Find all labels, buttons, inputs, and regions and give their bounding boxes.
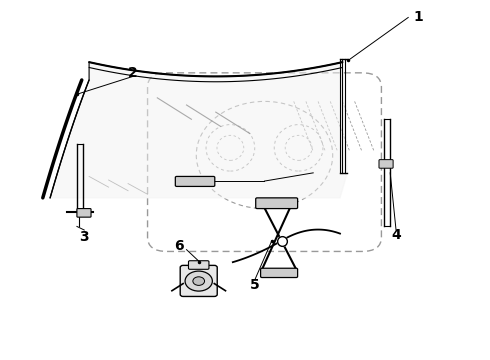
FancyBboxPatch shape [256, 198, 297, 208]
Text: 1: 1 [413, 10, 423, 24]
Polygon shape [50, 62, 347, 198]
FancyBboxPatch shape [189, 261, 209, 269]
FancyBboxPatch shape [180, 265, 217, 296]
Text: 4: 4 [391, 228, 401, 242]
Text: 2: 2 [128, 66, 138, 80]
Text: 3: 3 [79, 230, 89, 244]
FancyBboxPatch shape [175, 176, 215, 186]
FancyBboxPatch shape [379, 159, 393, 168]
Circle shape [193, 277, 204, 285]
Text: 5: 5 [250, 278, 260, 292]
Circle shape [185, 271, 212, 291]
FancyBboxPatch shape [261, 268, 297, 278]
Text: 6: 6 [174, 239, 184, 253]
FancyBboxPatch shape [77, 208, 91, 217]
